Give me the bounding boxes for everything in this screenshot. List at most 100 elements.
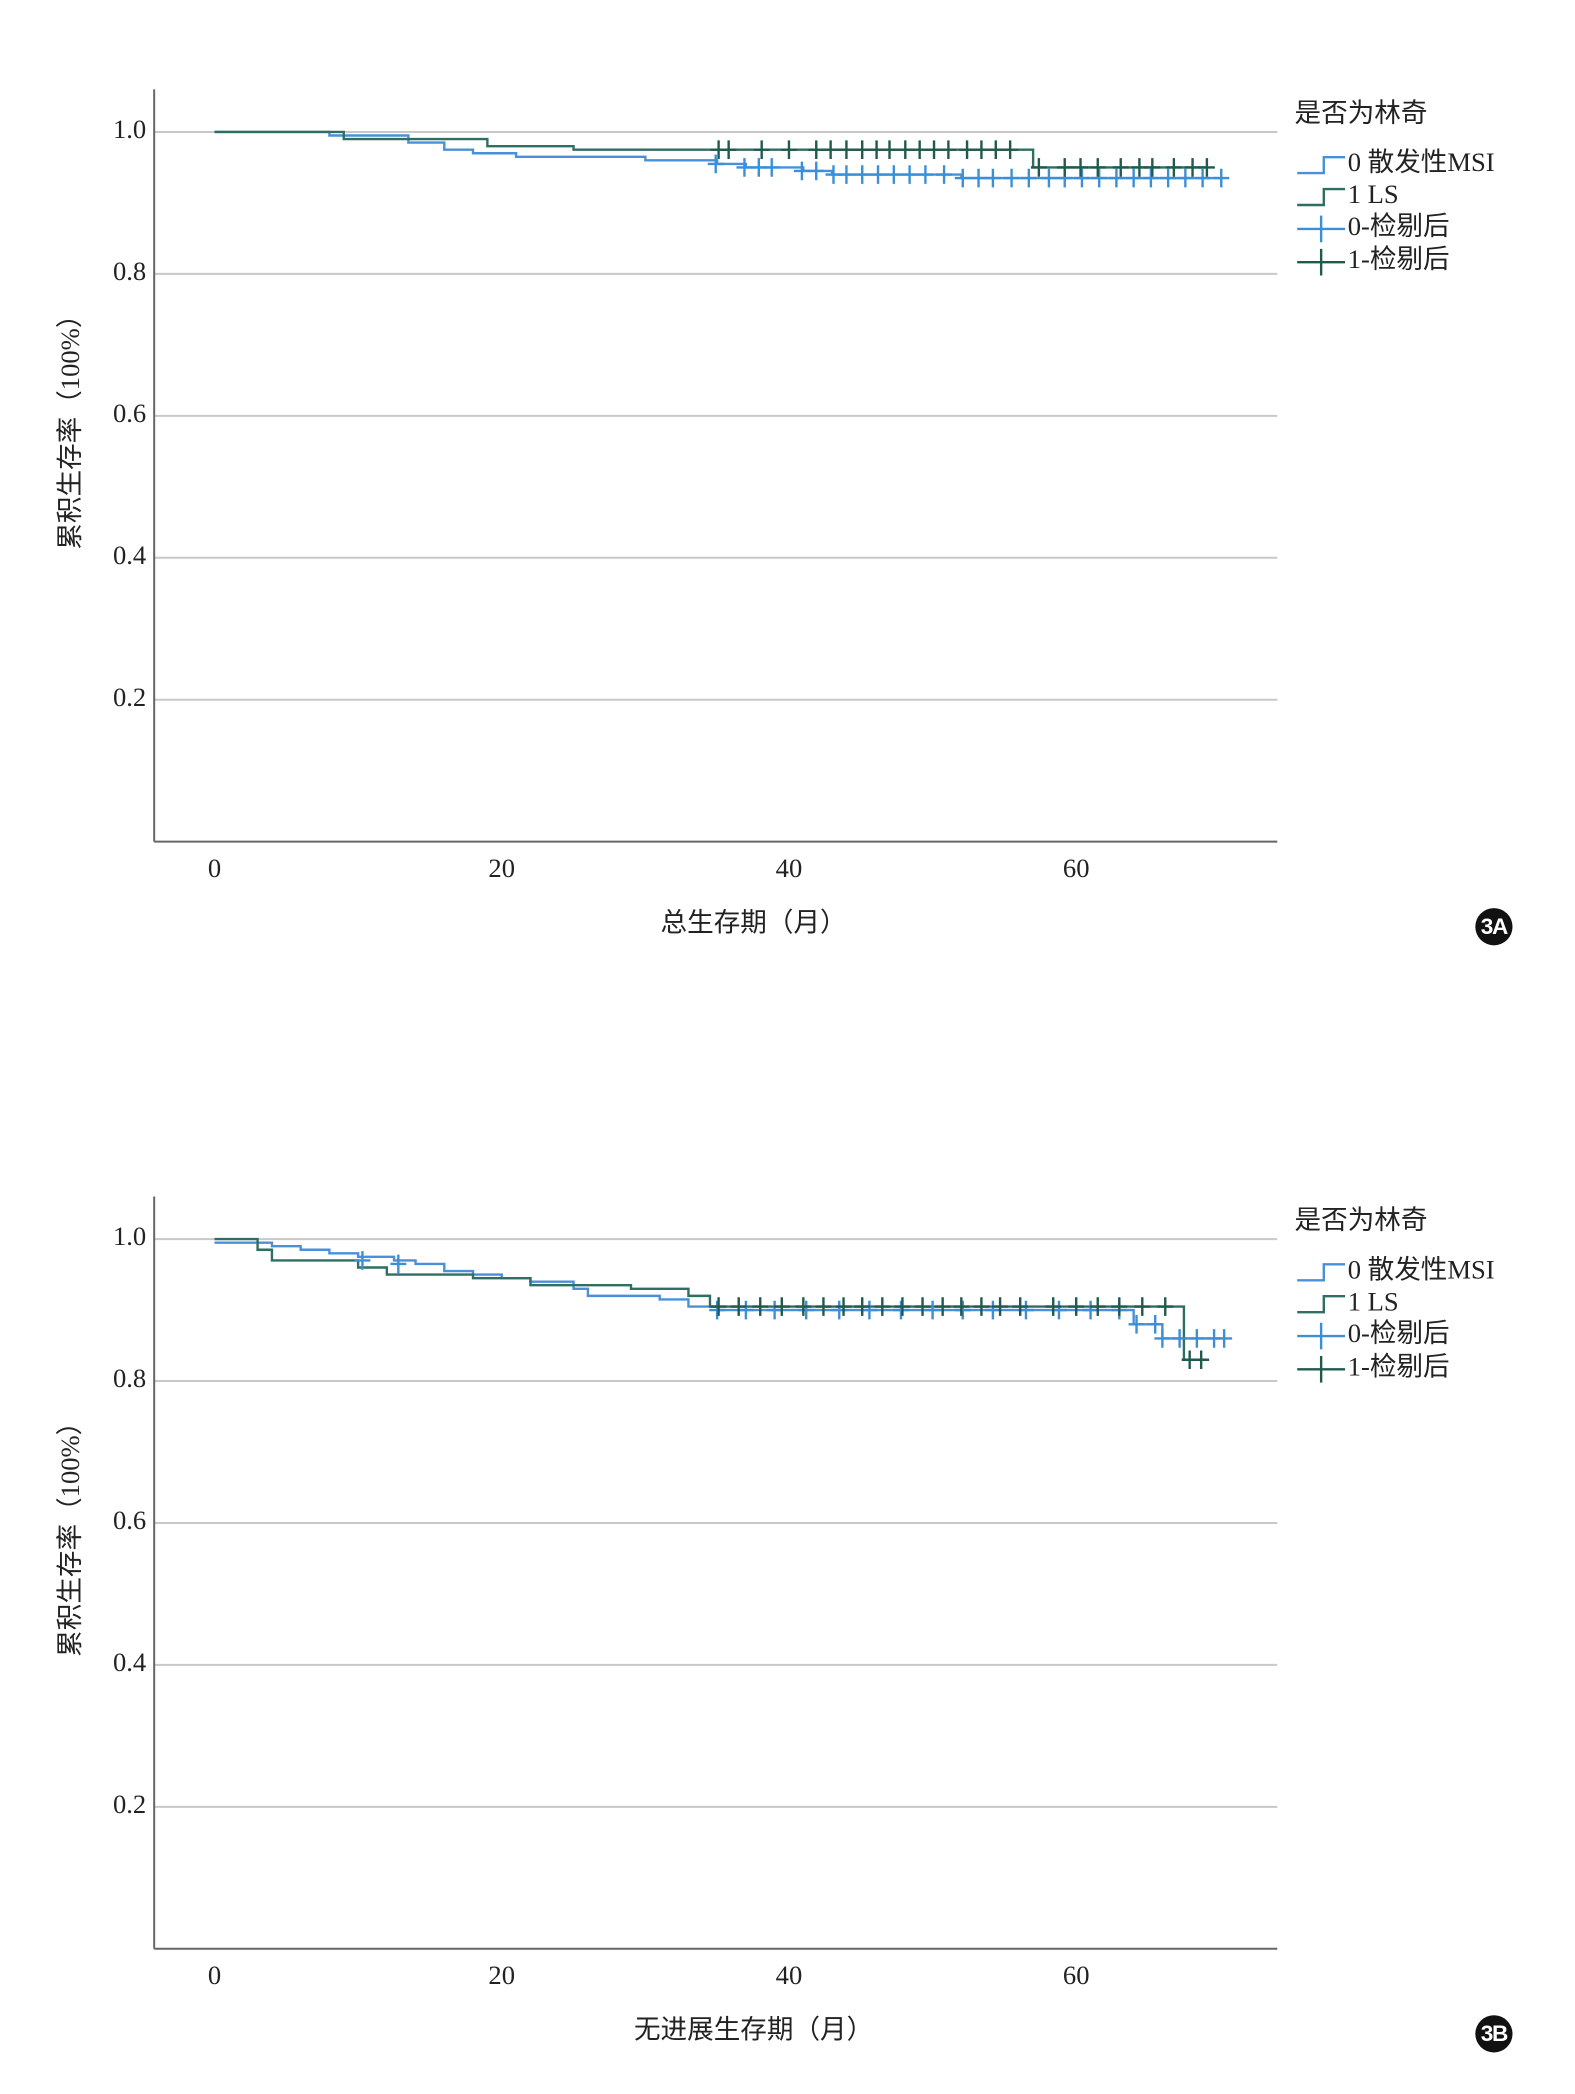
censor-mark (954, 168, 971, 188)
censor-mark (736, 158, 753, 177)
censor-mark (1112, 158, 1129, 177)
censor-mark (1089, 158, 1106, 177)
censor-mark (970, 168, 987, 188)
censor-mark (1165, 158, 1182, 177)
censor-mark (901, 165, 918, 184)
survival-curve (214, 130, 1220, 180)
censor-mark (1002, 140, 1019, 160)
censor-mark (763, 158, 780, 177)
y-tick-label: 0.2 (113, 682, 146, 712)
censor-mark (1144, 158, 1161, 177)
y-axis-label: 累积生存率（100%） (55, 302, 85, 550)
censor-mark (766, 1300, 783, 1320)
censor-mark (1012, 1297, 1029, 1316)
censor-mark (1134, 1297, 1151, 1316)
legend-symbol (1297, 248, 1346, 276)
censor-mark (354, 1251, 371, 1270)
censor-mark (780, 140, 797, 160)
x-tick-label: 40 (776, 1960, 803, 1990)
censor-mark (709, 1300, 726, 1320)
censor-mark (808, 161, 825, 181)
x-tick-label: 0 (208, 853, 221, 883)
censor-mark (992, 1297, 1009, 1316)
censor-mark (874, 1297, 891, 1316)
legend-symbol (1297, 215, 1346, 243)
x-axis-label: 总生存期（月） (661, 907, 847, 937)
legend-symbol (1297, 1356, 1346, 1383)
legend-label: 0-检剔后 (1348, 211, 1450, 241)
y-tick-label: 0.8 (113, 256, 146, 286)
censor-mark (707, 154, 724, 174)
censor-mark (885, 165, 902, 184)
legend-label: 1-检剔后 (1348, 244, 1450, 274)
y-tick-label: 1.0 (113, 114, 146, 144)
censor-mark (893, 1300, 909, 1320)
censor-mark (1154, 1329, 1171, 1348)
censor-mark (752, 1297, 769, 1316)
censor-mark (954, 1300, 971, 1320)
censor-mark (1056, 158, 1073, 177)
censor-mark (881, 140, 898, 160)
censor-mark (897, 140, 914, 160)
censor-mark (926, 140, 943, 160)
x-tick-label: 20 (488, 1960, 515, 1990)
x-tick-label: 40 (776, 853, 803, 883)
censor-mark (917, 165, 934, 184)
censor-mark (973, 140, 990, 160)
censor-mark (1072, 158, 1089, 177)
censor-mark (894, 1297, 911, 1316)
censor-mark (973, 1297, 990, 1316)
x-tick-label: 60 (1063, 1960, 1090, 1990)
censor-mark (390, 1254, 407, 1274)
censor-mark (838, 140, 855, 160)
censor-mark (808, 140, 825, 160)
censor-mark (854, 140, 871, 160)
censor-mark (795, 1297, 812, 1316)
y-axis-label: 累积生存率（100%） (55, 1409, 85, 1657)
censor-mark (854, 165, 871, 184)
censor-mark (1193, 1350, 1210, 1370)
censor-mark (1194, 168, 1211, 188)
censor-mark (936, 165, 953, 184)
censor-mark (870, 165, 886, 184)
censor-mark (737, 1300, 754, 1320)
legend-title: 是否为林奇 (1295, 98, 1428, 128)
survival-curve (214, 1241, 1220, 1340)
x-tick-label: 60 (1063, 853, 1090, 883)
censor-mark (1030, 158, 1047, 177)
censor-mark (1198, 158, 1215, 177)
legend-label: 0 散发性MSI (1348, 1254, 1495, 1284)
censor-mark (835, 1297, 852, 1316)
censor-mark (1003, 168, 1020, 188)
y-tick-label: 0.6 (113, 398, 146, 428)
censor-mark (1177, 168, 1194, 188)
censor-mark (1068, 1297, 1085, 1316)
censor-mark (1073, 168, 1090, 188)
censor-mark (1082, 1300, 1099, 1320)
panel-badge (1475, 908, 1513, 946)
legend-label: 0-检剔后 (1348, 1318, 1450, 1348)
censor-mark (1128, 1314, 1145, 1334)
censor-mark (1147, 1314, 1164, 1334)
legend-title: 是否为林奇 (1295, 1205, 1428, 1235)
censor-mark (861, 1300, 878, 1320)
x-tick-label: 0 (208, 1960, 221, 1990)
y-tick-label: 0.8 (113, 1363, 146, 1393)
legend-label: 1 LS (1348, 1286, 1399, 1316)
legend-symbol (1297, 1263, 1346, 1282)
censor-mark (1091, 168, 1108, 188)
censor-mark (793, 161, 810, 181)
censor-mark (1160, 168, 1177, 188)
censor-mark (1125, 168, 1142, 188)
censor-mark (953, 1297, 970, 1316)
panel-label: 3B (1481, 2021, 1508, 2046)
legend-symbol (1297, 187, 1346, 207)
censor-mark (1171, 1329, 1188, 1348)
legend-symbol (1297, 155, 1346, 175)
x-axis-label: 无进展生存期（月） (634, 2015, 873, 2045)
censor-mark (1216, 1329, 1233, 1348)
y-tick-label: 0.4 (113, 540, 146, 570)
censor-mark (710, 1297, 727, 1316)
panel-label: 3A (1481, 914, 1508, 939)
